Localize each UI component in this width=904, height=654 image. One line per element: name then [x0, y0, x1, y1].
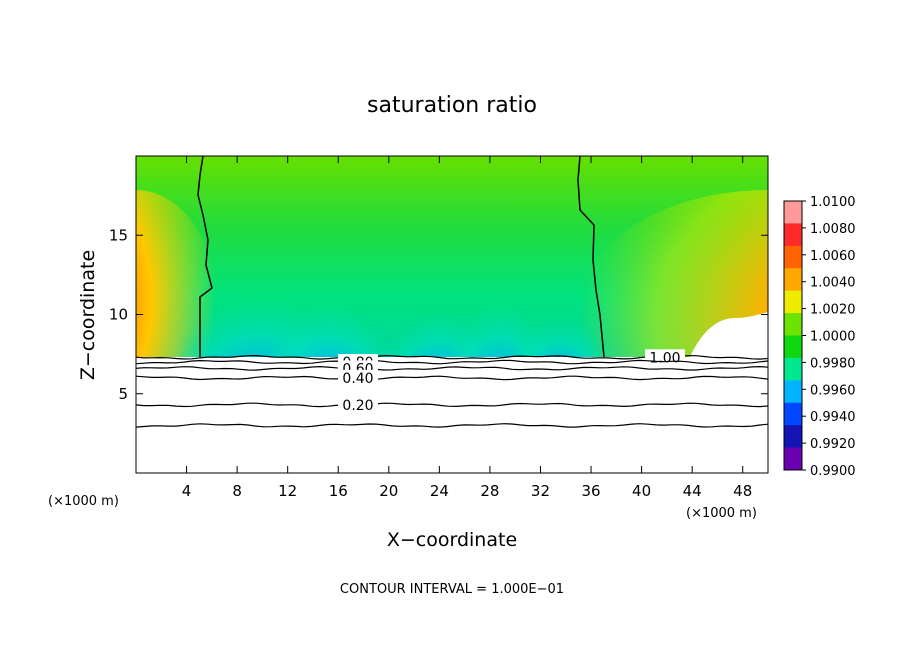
contour-line-1-00-right: [577, 155, 605, 358]
colorbar-swatch: [784, 245, 802, 269]
colorbar-label: 1.0020: [810, 303, 856, 318]
colorbar-swatch: [784, 380, 802, 404]
colorbar-label: 0.9900: [810, 464, 856, 479]
colorbar-swatch: [784, 268, 802, 292]
colorbar-swatch: [784, 335, 802, 359]
x-tick-label: 8: [232, 482, 242, 500]
colorbar-swatch: [784, 201, 802, 224]
contour-line: [135, 423, 769, 428]
contour-line: [135, 365, 769, 371]
colorbar-swatch: [784, 402, 802, 426]
x-tick-label: 44: [683, 482, 702, 500]
y-unit-label: (×1000 m): [48, 494, 119, 509]
contour-label-bg: [645, 349, 685, 364]
y-axis-ticks: 5 10 15: [109, 226, 768, 403]
x-tick-label: 16: [329, 482, 348, 500]
x-tick-label: 48: [733, 482, 752, 500]
colorbar-swatch: [784, 290, 802, 314]
colorbar-label: 1.0080: [810, 222, 856, 237]
colorbar-label: 0.9960: [810, 383, 856, 398]
x-tick-label: 4: [182, 482, 192, 500]
colorbar-swatch: [784, 425, 802, 449]
colorbar-swatch: [784, 313, 802, 336]
contour-interval-note: CONTOUR INTERVAL = 1.000E−01: [340, 582, 564, 597]
y-tick-label: 10: [109, 306, 128, 324]
colorbar-label: 1.0040: [810, 276, 856, 291]
x-tick-label: 28: [480, 482, 499, 500]
colorbar-label: 1.0060: [810, 249, 856, 264]
contour-label: 0.40: [342, 371, 373, 387]
colorbar-swatch: [784, 447, 802, 471]
contour-label: 0.20: [342, 398, 373, 414]
x-tick-label: 40: [632, 482, 651, 500]
y-axis-label: Z−coordinate: [77, 250, 99, 380]
contour-label: 1.00: [649, 350, 680, 366]
colorbar-label: 0.9920: [810, 437, 856, 452]
x-axis-ticks: 4 8 12 16 20 24 28 32 36 40 44 48: [182, 156, 752, 500]
x-tick-label: 20: [379, 482, 398, 500]
contour-lines: 1.000.800.600.400.20: [135, 349, 769, 428]
saturation-field: [136, 156, 768, 357]
colorbar-label: 1.0100: [810, 195, 856, 210]
x-unit-label: (×1000 m): [686, 506, 757, 521]
x-tick-label: 32: [531, 482, 550, 500]
x-axis-label: X−coordinate: [387, 529, 517, 551]
colorbar-swatch: [784, 357, 802, 381]
contour-line: [135, 375, 769, 381]
y-tick-label: 5: [118, 385, 128, 403]
x-tick-label: 36: [581, 482, 600, 500]
colorbar-label: 1.0000: [810, 330, 856, 345]
contour-line: [135, 402, 769, 408]
contour-line: [135, 359, 769, 365]
colorbar-label: 0.9980: [810, 356, 856, 371]
contour-label-bg: [338, 369, 378, 384]
contour-label-bg: [338, 396, 378, 411]
colorbar-swatch: [784, 223, 802, 247]
x-tick-label: 12: [278, 482, 297, 500]
colorbar-label: 0.9940: [810, 410, 856, 425]
chart-title: saturation ratio: [367, 93, 537, 118]
x-tick-label: 24: [430, 482, 449, 500]
contour-line-1-00-left: [197, 155, 213, 357]
colorbar: 1.0100 1.0080 1.0060 1.0040 1.0020 1.0000 0.99…: [783, 195, 856, 479]
y-tick-label: 15: [109, 226, 128, 244]
